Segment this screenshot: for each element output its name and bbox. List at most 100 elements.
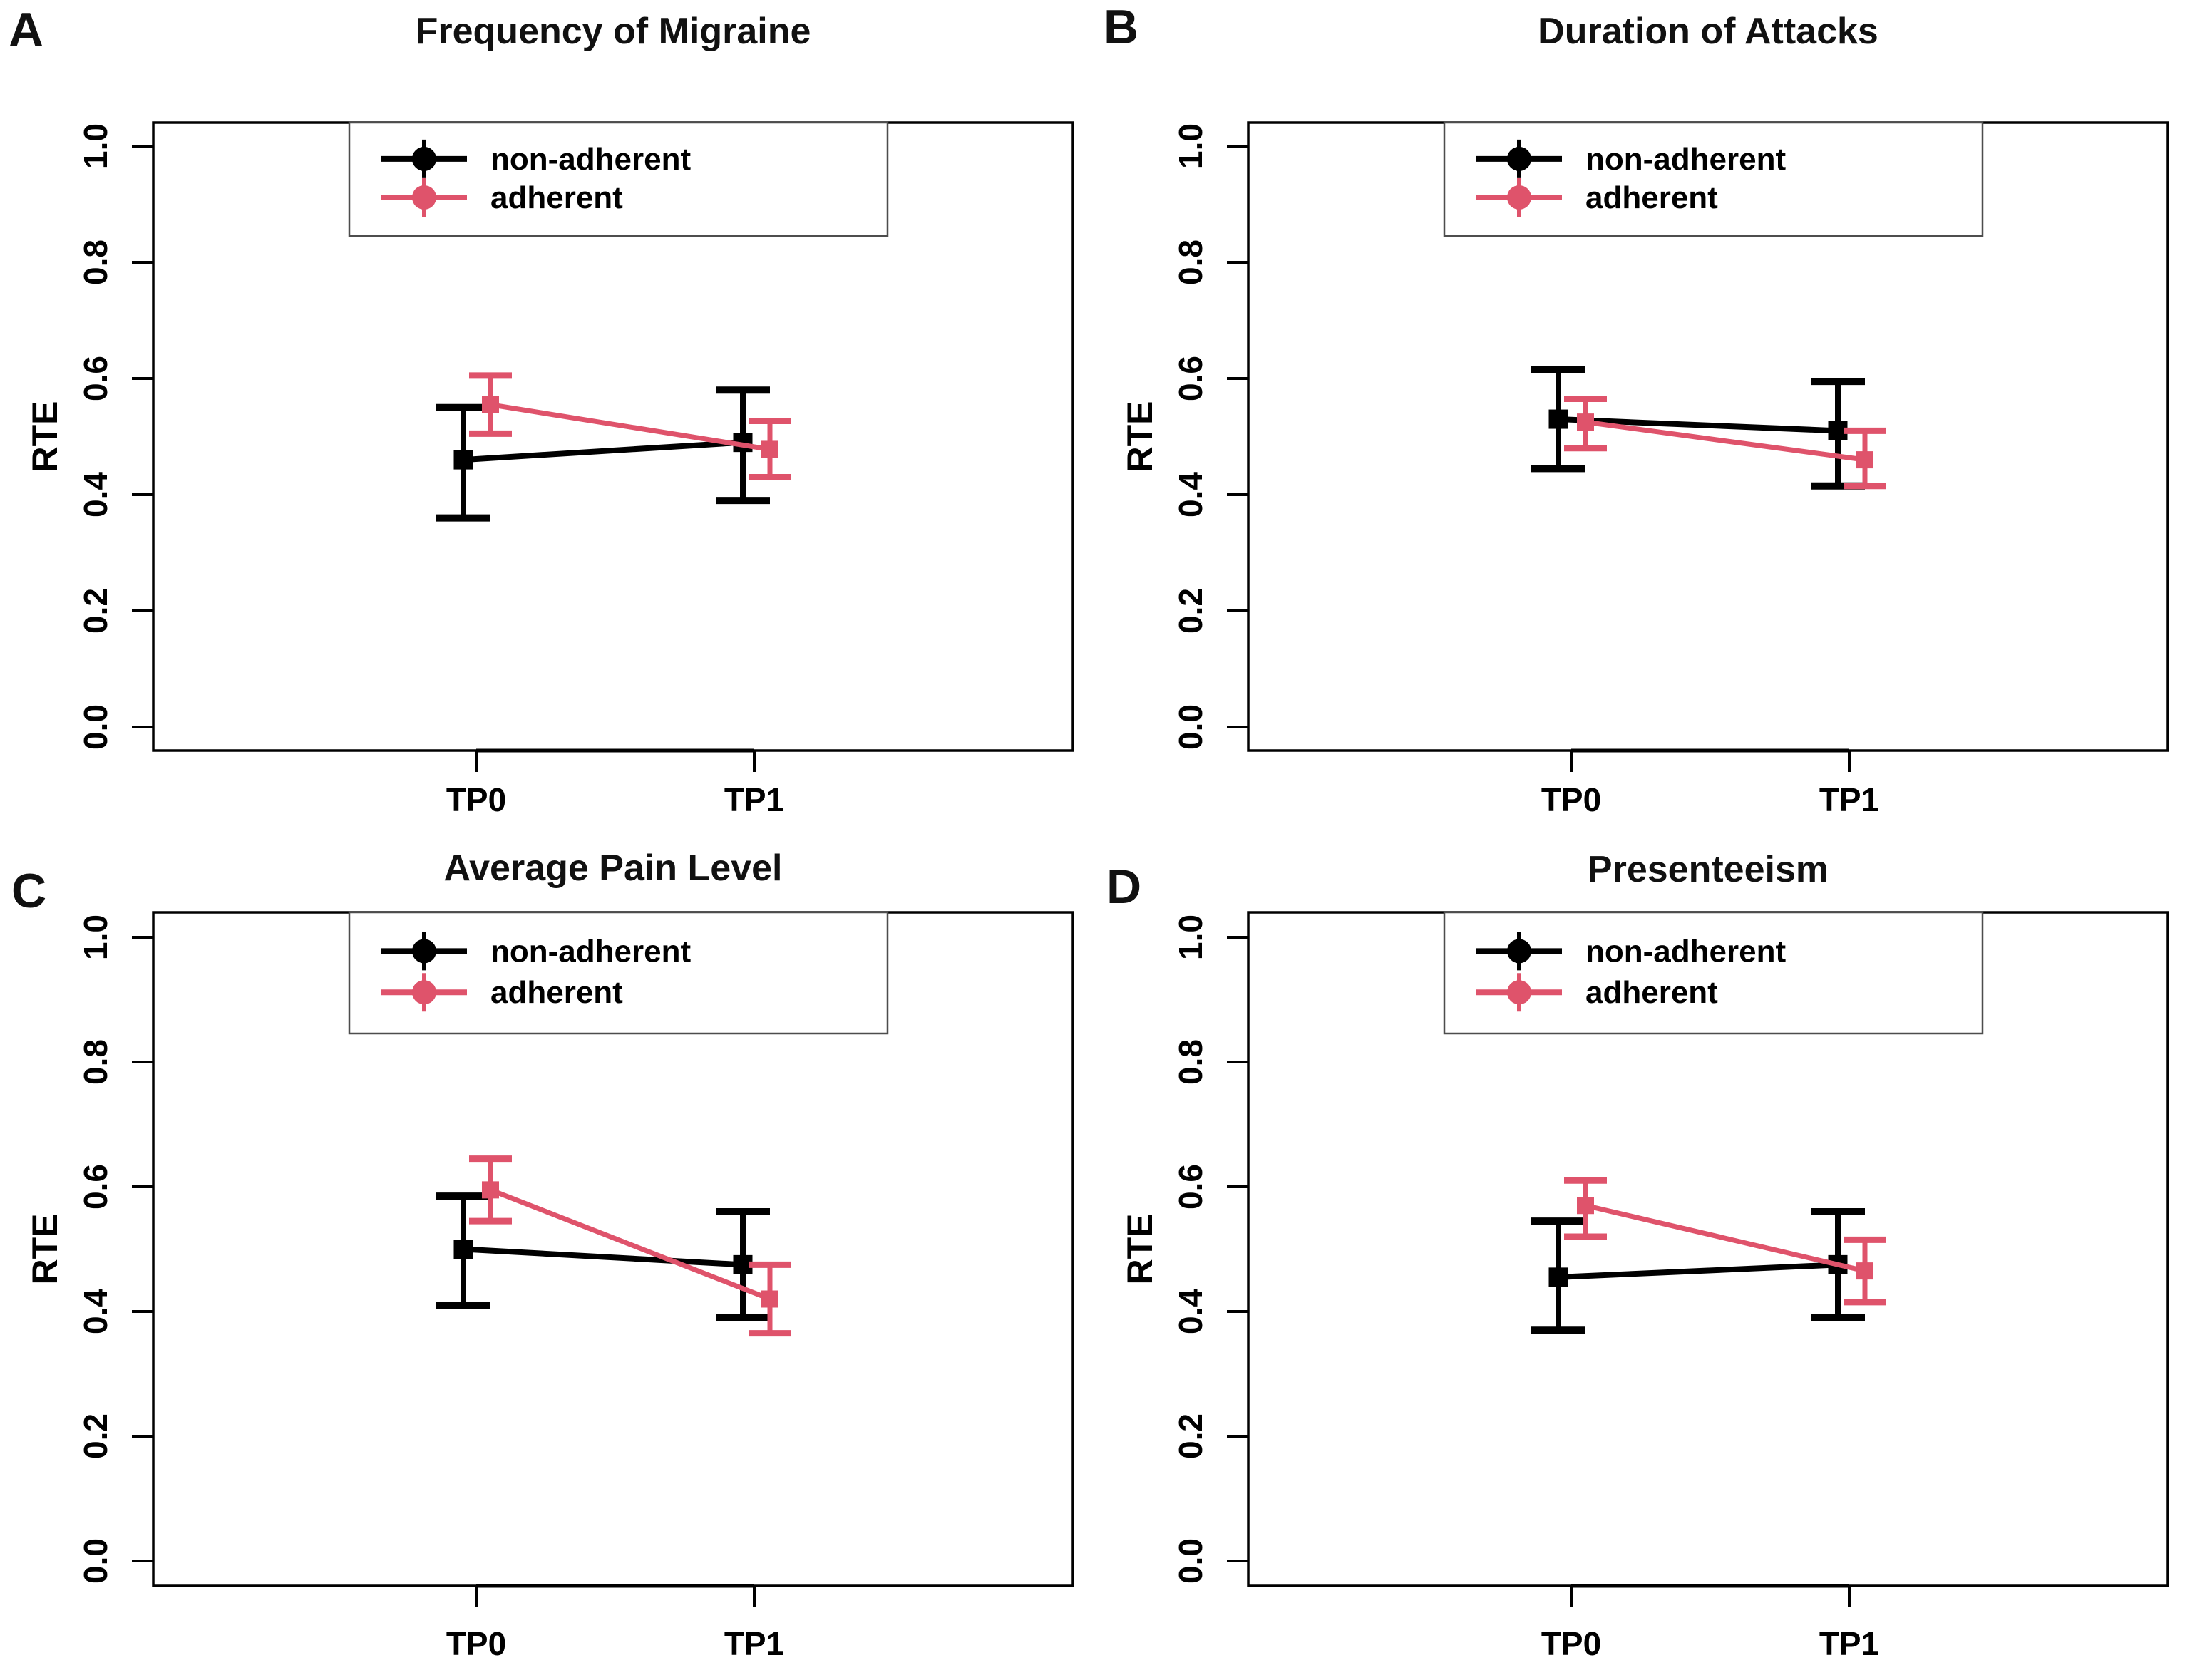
legend-entry-label: adherent: [490, 180, 623, 215]
series-line: [463, 439, 744, 463]
x-tick-label: TP1: [724, 1625, 784, 1662]
data-point-marker: [761, 440, 778, 458]
circle-plus-icon: [412, 185, 436, 210]
legend-entry-non-adherent: non-adherent: [381, 139, 691, 178]
legend-entry-label: non-adherent: [1585, 934, 1786, 969]
series-adherent: [469, 1155, 791, 1337]
data-point-marker: [1856, 1262, 1873, 1280]
y-tick-label: 1.0: [1172, 123, 1209, 169]
legend-box: [1443, 121, 1984, 237]
y-tick-label: 0.6: [77, 356, 114, 401]
legend-entry-adherent: adherent: [381, 973, 623, 1012]
series-line: [1558, 1262, 1839, 1280]
panel-title-b: Duration of Attacks: [1538, 11, 1878, 52]
legend: non-adherent adherent: [348, 911, 889, 1035]
y-tick-label: 0.2: [77, 1413, 114, 1459]
data-point-marker: [453, 1240, 473, 1259]
y-tick-label: 1.0: [77, 123, 114, 169]
y-axis-title: RTE: [1120, 401, 1160, 473]
series-line: [1558, 416, 1839, 434]
series-non-adherent: [1531, 366, 1865, 490]
circle-plus-icon: [1507, 939, 1531, 964]
y-tick-label: 0.6: [77, 1164, 114, 1210]
series-line: [489, 1187, 771, 1302]
series-line: [1585, 419, 1866, 463]
legend-entry-adherent: adherent: [381, 177, 623, 217]
x-tick-label: TP0: [446, 1625, 506, 1662]
x-tick-label: TP1: [1819, 781, 1879, 818]
circle-plus-icon: [1507, 146, 1531, 171]
x-tick-label: TP1: [1819, 1625, 1879, 1662]
panel-letter-d: D: [1106, 860, 1142, 914]
data-point-marker: [453, 450, 473, 470]
series-line: [1585, 1202, 1866, 1274]
legend-entry-adherent: adherent: [1476, 973, 1718, 1012]
y-axis-title: RTE: [25, 1214, 65, 1285]
legend-entry-non-adherent: non-adherent: [1476, 932, 1786, 971]
series-adherent: [1564, 396, 1886, 490]
legend-box: [348, 121, 889, 237]
panel-letter-b: B: [1104, 0, 1139, 54]
data-point-marker: [1577, 1197, 1594, 1215]
series-non-adherent: [436, 1192, 770, 1321]
legend-entry-label: adherent: [1585, 180, 1718, 215]
legend-entry-non-adherent: non-adherent: [1476, 139, 1786, 178]
legend-entry-label: adherent: [1585, 975, 1718, 1010]
data-point-marker: [482, 1181, 499, 1199]
data-point-marker: [761, 1290, 778, 1308]
legend-entry-label: non-adherent: [490, 142, 691, 177]
panel-c-plot: 0.0 0.2 0.4 0.6 0.8 1.0 RTE TP0 TP1 non-adherent a…: [25, 911, 1074, 1662]
y-tick-label: 1.0: [1172, 914, 1209, 960]
legend-entry-label: adherent: [490, 975, 623, 1010]
x-tick-label: TP0: [1541, 1625, 1601, 1662]
y-tick-label: 0.0: [1172, 1538, 1209, 1584]
series-line: [463, 1246, 744, 1268]
circle-plus-icon: [412, 939, 436, 964]
y-tick-label: 0.0: [77, 704, 114, 750]
data-point-marker: [482, 396, 499, 413]
data-point-marker: [1548, 1267, 1568, 1287]
series-non-adherent: [436, 386, 770, 522]
panel-d-plot: 0.0 0.2 0.4 0.6 0.8 1.0 RTE TP0 TP1 non-adherent a…: [1120, 911, 2169, 1662]
y-tick-label: 0.0: [1172, 704, 1209, 750]
legend-entry-non-adherent: non-adherent: [381, 932, 691, 971]
legend-box: [348, 911, 889, 1035]
panel-title-a: Frequency of Migraine: [415, 11, 811, 52]
legend: non-adherent adherent: [1443, 911, 1984, 1035]
y-tick-label: 0.4: [1172, 1289, 1209, 1334]
panel-a-plot: 0.0 0.2 0.4 0.6 0.8 1.0 RTE TP0 TP1 non-adherenta…: [25, 121, 1074, 818]
y-tick-label: 0.8: [1172, 1039, 1209, 1085]
x-tick-label: TP1: [724, 781, 784, 818]
y-tick-label: 0.2: [77, 588, 114, 634]
y-tick-label: 0.6: [1172, 1164, 1209, 1210]
series-non-adherent: [1531, 1208, 1865, 1334]
x-tick-label: TP0: [446, 781, 506, 818]
circle-plus-icon: [1507, 185, 1531, 210]
y-axis-title: RTE: [25, 401, 65, 473]
panel-letter-a: A: [9, 3, 44, 57]
panel-b-plot: 0.0 0.2 0.4 0.6 0.8 1.0 RTE TP0 TP1 non-adherenta…: [1120, 121, 2169, 818]
data-point-marker: [1548, 409, 1568, 429]
series-adherent: [469, 372, 791, 481]
y-tick-label: 0.4: [1172, 472, 1209, 517]
legend-entry-label: non-adherent: [1585, 142, 1786, 177]
panel-title-d: Presenteeism: [1587, 849, 1829, 890]
y-tick-label: 0.2: [1172, 1413, 1209, 1459]
y-tick-label: 0.8: [77, 239, 114, 285]
y-tick-label: 0.8: [1172, 239, 1209, 285]
circle-plus-icon: [412, 980, 436, 1005]
panel-title-c: Average Pain Level: [443, 847, 783, 889]
panel-letter-c: C: [11, 864, 47, 918]
y-tick-label: 0.6: [1172, 356, 1209, 401]
y-axis-title: RTE: [1120, 1214, 1160, 1285]
legend-entry-label: non-adherent: [490, 934, 691, 969]
y-tick-label: 0.4: [77, 472, 114, 517]
data-point-marker: [1577, 413, 1594, 431]
legend-box: [1443, 911, 1984, 1035]
circle-plus-icon: [1507, 980, 1531, 1005]
y-tick-label: 0.0: [77, 1538, 114, 1584]
y-tick-label: 0.4: [77, 1289, 114, 1334]
circle-plus-icon: [412, 146, 436, 171]
